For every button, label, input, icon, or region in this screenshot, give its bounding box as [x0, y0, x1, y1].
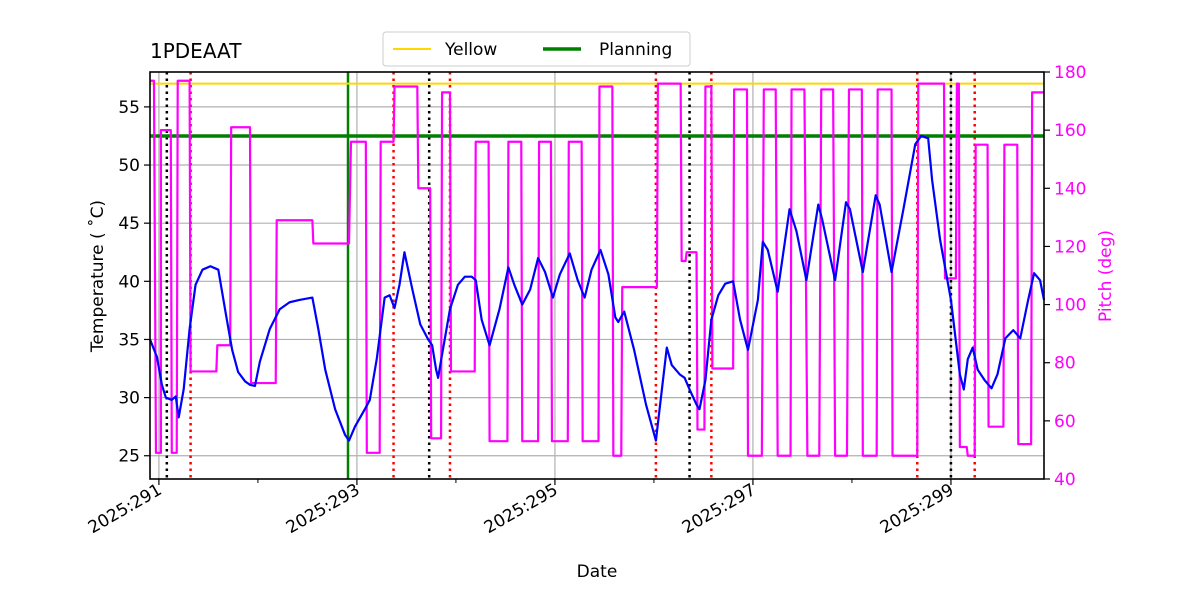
pitch-series-line	[150, 79, 1044, 457]
y-tick-label: 40	[118, 272, 140, 292]
y2-tick-label: 160	[1054, 121, 1086, 141]
axes-frame	[149, 71, 1045, 480]
y2-tick-label: 100	[1054, 296, 1086, 316]
temperature-series-line	[148, 134, 1046, 442]
legend-label-planning: Planning	[599, 40, 672, 60]
y2-tick-label: 80	[1054, 354, 1076, 374]
y-tick-label: 35	[118, 330, 140, 350]
y-tick-label: 55	[118, 98, 140, 118]
y2-tick-label: 180	[1054, 63, 1086, 83]
legend: Yellow Planning	[382, 31, 691, 67]
x-axis-label: Date	[577, 562, 618, 582]
limit-lines	[150, 82, 1044, 138]
y-tick-label: 25	[118, 447, 140, 467]
y-tick-label: 50	[118, 156, 140, 176]
legend-label-yellow: Yellow	[444, 40, 497, 60]
y2-axis-label: Pitch (deg)	[1096, 230, 1116, 322]
y-tick-label: 45	[118, 214, 140, 234]
grid	[150, 72, 1044, 479]
y2-tick-label: 60	[1054, 412, 1076, 432]
y2-tick-label: 140	[1054, 179, 1086, 199]
y-axis-label: Temperature ( ˚C)	[87, 200, 108, 353]
chart-title: 1PDEAAT	[150, 39, 242, 63]
legend-box	[382, 31, 691, 67]
series	[148, 79, 1046, 457]
y2-tick-label: 120	[1054, 237, 1086, 257]
y-tick-label: 30	[118, 389, 140, 409]
y2-tick-label: 40	[1054, 470, 1076, 490]
